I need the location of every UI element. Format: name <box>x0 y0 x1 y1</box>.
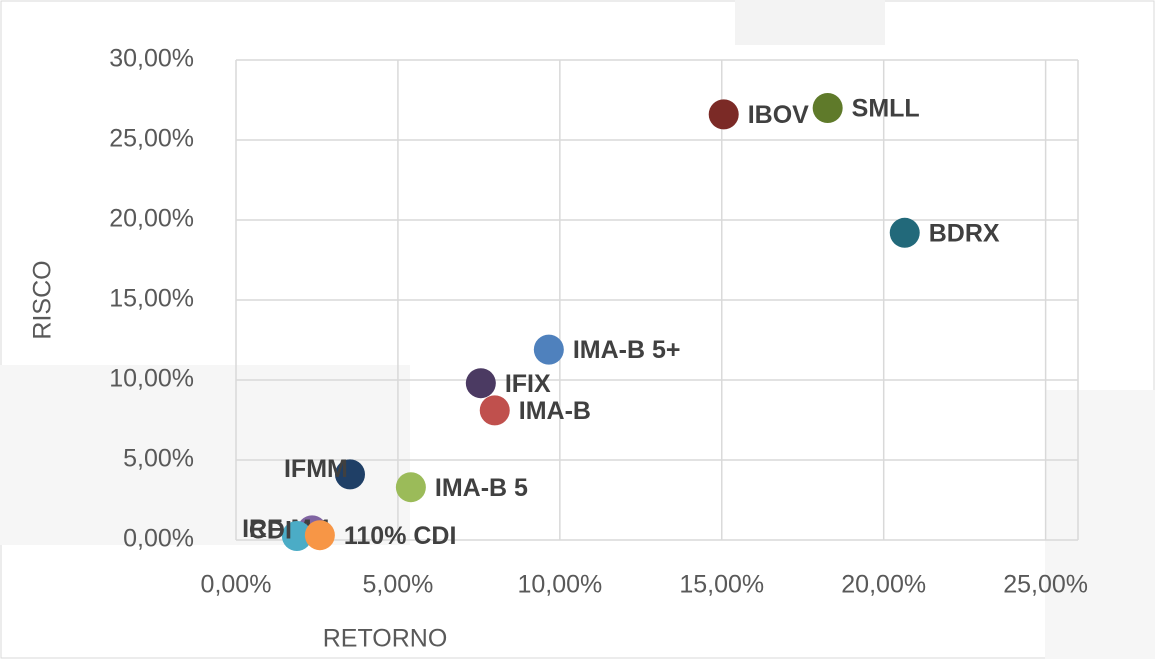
point <box>479 395 510 426</box>
point-label: IFMM <box>284 455 348 483</box>
point-label: IMA-B <box>519 397 591 425</box>
point-label: IBOV <box>748 101 809 129</box>
y-axis-title: RISCO <box>29 260 57 339</box>
y-tick-label: 5,00% <box>123 445 194 473</box>
point <box>533 334 564 365</box>
point-label: IMA-B 5 <box>435 474 528 502</box>
y-tick-label: 0,00% <box>123 525 194 553</box>
x-tick-label: 5,00% <box>362 571 433 599</box>
x-tick-label: 15,00% <box>679 571 764 599</box>
point <box>465 368 496 399</box>
background-shape <box>735 0 885 45</box>
point <box>812 93 843 123</box>
background-shape <box>1045 390 1155 659</box>
point-label: IFIX <box>505 370 551 398</box>
point <box>281 521 312 551</box>
x-tick-label: 0,00% <box>201 571 272 599</box>
point-label: SMLL <box>852 95 920 123</box>
x-tick-label: 10,00% <box>517 571 602 599</box>
point <box>708 99 739 130</box>
x-tick-label: 20,00% <box>841 571 926 599</box>
point-label: 110% CDI <box>344 522 457 550</box>
point-label: BDRX <box>929 219 1000 247</box>
point-label: IMA-B 5+ <box>573 336 681 364</box>
y-tick-label: 10,00% <box>109 365 194 393</box>
point <box>304 520 335 551</box>
y-tick-label: 25,00% <box>109 125 194 153</box>
x-tick-label: 25,00% <box>1003 571 1088 599</box>
y-tick-label: 15,00% <box>109 285 194 313</box>
point <box>334 459 365 490</box>
background-shape <box>0 365 410 545</box>
point-label: CDI <box>249 517 292 545</box>
y-tick-label: 20,00% <box>109 205 194 233</box>
y-tick-label: 30,00% <box>109 45 194 73</box>
point <box>889 217 920 248</box>
x-axis-title: RETORNO <box>323 625 448 653</box>
point <box>395 472 426 503</box>
